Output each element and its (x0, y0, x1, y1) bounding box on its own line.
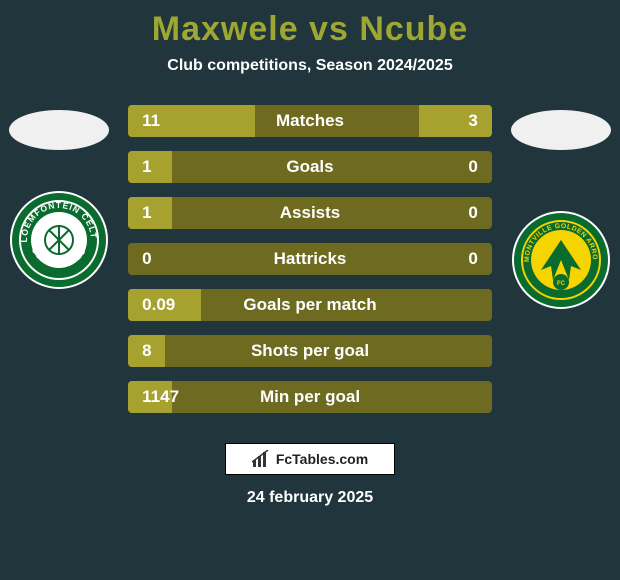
stat-row: 00Hattricks (128, 243, 492, 275)
player-left-avatar (9, 110, 109, 150)
content-area: BLOEMFONTEIN CELTIC FOOTBALL CLUB 113Mat… (0, 105, 620, 413)
stat-row: 0.09Goals per match (128, 289, 492, 321)
stat-label: Matches (128, 105, 492, 137)
footer-date: 24 february 2025 (0, 489, 620, 507)
stat-label: Min per goal (128, 381, 492, 413)
player-left-col: BLOEMFONTEIN CELTIC FOOTBALL CLUB (5, 105, 113, 290)
club-badge-right: LAMONTVILLE GOLDEN ARROWS ABAFANA BES'TH… (511, 210, 611, 310)
player-right-col: LAMONTVILLE GOLDEN ARROWS ABAFANA BES'TH… (507, 105, 615, 310)
logo-text: FcTables.com (276, 451, 368, 467)
stat-label: Assists (128, 197, 492, 229)
chart-bars-icon (252, 450, 270, 468)
svg-text:FC: FC (557, 281, 566, 287)
stat-label: Goals (128, 151, 492, 183)
stat-label: Goals per match (128, 289, 492, 321)
stat-row: 10Assists (128, 197, 492, 229)
stat-label: Hattricks (128, 243, 492, 275)
stat-row: 10Goals (128, 151, 492, 183)
stat-rows: 113Matches 10Goals 10Assists 00Hattricks 0.0… (128, 105, 492, 413)
stat-row: 1147Min per goal (128, 381, 492, 413)
subtitle: Club competitions, Season 2024/2025 (0, 57, 620, 75)
comparison-card: Maxwele vs Ncube Club competitions, Seas… (0, 0, 620, 580)
stat-row: 113Matches (128, 105, 492, 137)
player-right-avatar (511, 110, 611, 150)
fctables-logo[interactable]: FcTables.com (225, 443, 395, 475)
club-badge-left: BLOEMFONTEIN CELTIC FOOTBALL CLUB (9, 190, 109, 290)
stat-row: 8Shots per goal (128, 335, 492, 367)
stat-label: Shots per goal (128, 335, 492, 367)
page-title: Maxwele vs Ncube (0, 10, 620, 49)
